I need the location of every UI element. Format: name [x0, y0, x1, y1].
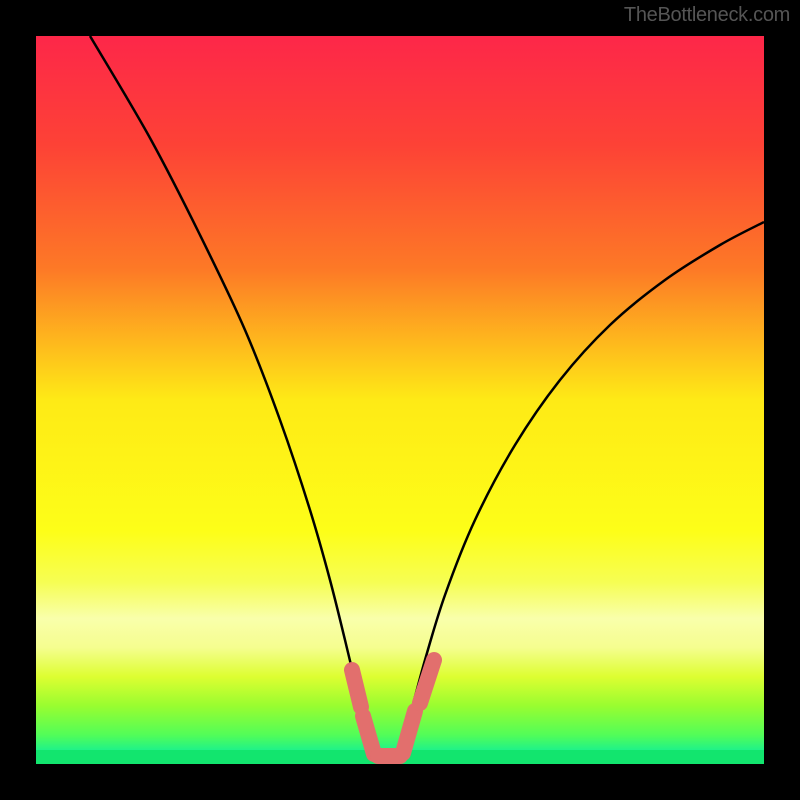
chart-svg — [0, 0, 800, 800]
gradient-background — [36, 36, 764, 764]
chart-canvas — [0, 0, 800, 800]
watermark-text: TheBottleneck.com — [624, 4, 790, 27]
marker-segment — [352, 670, 361, 707]
marker-segment — [363, 716, 374, 754]
